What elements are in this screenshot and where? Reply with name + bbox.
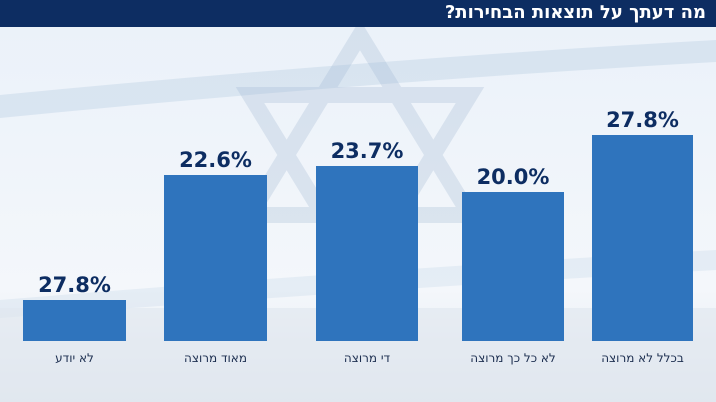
title-bar: מה דעתך על תוצאות הבחירות? — [0, 0, 716, 27]
category-label-2: לא כל כך מרוצה — [470, 351, 555, 365]
chart-title: מה דעתך על תוצאות הבחירות? — [444, 2, 706, 23]
category-label-5: לא יודע — [55, 351, 94, 365]
bar-5 — [23, 300, 126, 341]
value-label-1: 27.8% — [606, 108, 679, 132]
value-label-2: 20.0% — [477, 165, 550, 189]
bar-4 — [164, 175, 267, 341]
bar-1 — [592, 135, 693, 341]
bar-2 — [462, 192, 564, 341]
category-label-3: די מרוצה — [344, 351, 391, 365]
category-label-1: בכלל לא מרוצה — [601, 351, 684, 365]
category-label-4: מאוד מרוצה — [184, 351, 247, 365]
value-label-3: 23.7% — [331, 139, 404, 163]
value-label-5: 27.8% — [38, 273, 111, 297]
value-label-4: 22.6% — [179, 148, 252, 172]
bar-3 — [316, 166, 418, 341]
